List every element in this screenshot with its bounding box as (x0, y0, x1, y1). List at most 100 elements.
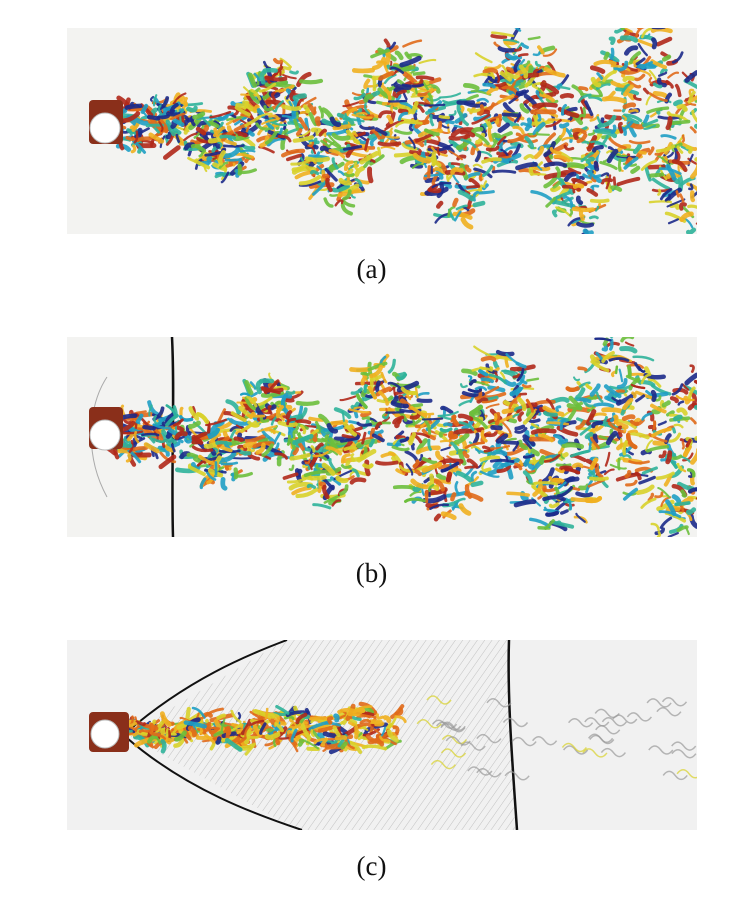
wake-wisp (648, 745, 674, 755)
vortex-tube (617, 121, 624, 134)
vortex-tube (482, 180, 488, 189)
vortex-tube (225, 399, 241, 415)
vortex-tube (517, 53, 529, 58)
vortex-tube (292, 426, 300, 434)
wake-wisp (661, 697, 688, 707)
wake-wisp (504, 771, 530, 781)
vortex-tube (292, 433, 314, 446)
vortex-tube (335, 475, 349, 484)
vortex-tube (451, 414, 460, 427)
vortex-tube (135, 413, 149, 426)
vortex-tube (339, 395, 357, 402)
vortex-tube (532, 483, 543, 497)
vortex-tube (354, 166, 365, 177)
vortex-tube (540, 81, 560, 95)
vortex-tube (468, 379, 477, 386)
vortex-tube (517, 397, 527, 412)
vortex-tube (449, 492, 457, 502)
vortex-tube (343, 172, 355, 178)
downstream-wake-c (416, 695, 697, 781)
vortex-tube (409, 490, 422, 497)
vortex-tube (263, 105, 274, 112)
vortex-tube (348, 420, 360, 425)
vortex-tube (122, 418, 133, 425)
vortex-tube (128, 439, 134, 453)
vortex-tube (249, 381, 257, 390)
vortex-tube (387, 41, 397, 51)
vortex-tube (303, 469, 328, 478)
vortex-tube (532, 114, 539, 128)
vortex-tube (671, 494, 682, 506)
vortex-tube (640, 159, 657, 171)
vortex-tube (442, 144, 453, 149)
vortex-tube (390, 400, 409, 409)
vortex-tube (585, 408, 597, 426)
vortex-tube (402, 71, 418, 85)
vortex-tube (237, 163, 243, 176)
vortex-tube (199, 477, 207, 490)
vortex-tube (589, 198, 610, 204)
vortex-tube (522, 470, 533, 484)
vortex-tube (621, 414, 636, 421)
vortex-tube (483, 143, 492, 148)
vortex-tube (416, 398, 433, 403)
vortex-tube (343, 160, 354, 172)
vortex-tube (286, 477, 307, 484)
wake-wisp (440, 721, 466, 732)
vortex-tube (530, 190, 552, 201)
vortex-tube (242, 441, 257, 449)
vortex-tube (351, 113, 373, 119)
vortex-tube (379, 407, 396, 412)
vortex-tube (202, 726, 207, 735)
vortex-tube (474, 52, 493, 64)
vortex-tube (354, 178, 363, 188)
vortex-tube (630, 383, 646, 390)
vortex-tube (476, 104, 485, 116)
vortex-tube (590, 184, 600, 189)
vortex-tube (453, 432, 470, 445)
vortex-tube (165, 404, 176, 417)
vortex-tube (390, 66, 404, 74)
wake-wisp (601, 717, 627, 727)
vortex-tube (639, 69, 652, 77)
vortex-tube (525, 468, 536, 473)
vortex-tube (395, 434, 406, 441)
vortex-tube (424, 489, 429, 504)
vortex-tube (658, 71, 668, 77)
vortex-tube (354, 381, 379, 386)
vortex-tube (379, 735, 390, 743)
vortex-tube (429, 158, 442, 168)
vortex-tube (224, 157, 242, 162)
vortex-tube (669, 119, 691, 126)
vortex-tube (264, 732, 281, 740)
vortex-tube (595, 351, 603, 360)
vortex-tube (334, 735, 348, 741)
vortex-tube (438, 115, 450, 120)
vortex-tube (301, 474, 327, 481)
vortex-tube (652, 420, 657, 430)
vortex-tube (527, 36, 541, 41)
vortex-tube (388, 717, 397, 729)
vortex-tube (466, 458, 478, 468)
vortex-tube (427, 438, 432, 451)
vortex-tube (504, 71, 521, 80)
vortex-tube (146, 115, 161, 121)
vortex-tube (656, 77, 667, 88)
vortex-tube (572, 128, 581, 141)
vortex-tube (290, 728, 298, 743)
vortex-tube (550, 416, 570, 421)
vortex-tube (545, 97, 559, 104)
vortex-tube (152, 94, 158, 107)
vortex-tube (659, 68, 668, 75)
vortex-tube (325, 446, 343, 456)
vortex-tube (655, 144, 676, 153)
vortex-tube (670, 460, 678, 469)
wake-wisp (532, 735, 558, 746)
vortex-tube (207, 427, 220, 439)
vortex-tube (521, 383, 532, 389)
vortex-tube (637, 365, 646, 373)
vortex-tube (394, 715, 407, 724)
vortex-tube (306, 483, 317, 489)
vortex-tube (629, 51, 642, 65)
vortex-tube (595, 128, 618, 139)
